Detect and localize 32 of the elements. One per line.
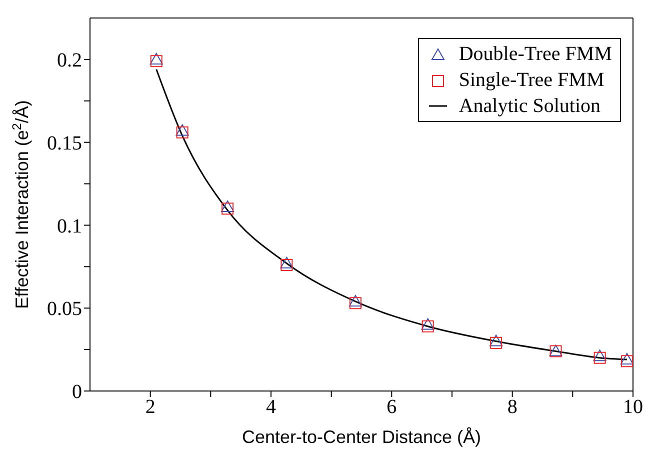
legend-label: Double-Tree FMM <box>458 42 612 67</box>
x-tick-label: 4 <box>266 396 276 418</box>
point <box>349 297 362 310</box>
y-tick-label: 0 <box>72 381 82 404</box>
x-axis-title: Center-to-Center Distance (Å) <box>242 427 482 447</box>
x-tick-label: 6 <box>386 396 397 418</box>
point <box>620 355 633 368</box>
point <box>222 202 234 215</box>
point <box>348 294 362 306</box>
point <box>280 259 293 272</box>
x-tick-label: 2 <box>145 396 156 418</box>
point <box>422 320 434 332</box>
y-tick-label: 0.05 <box>47 298 82 320</box>
legend-label: Single-Tree FMM <box>458 68 604 93</box>
y-tick-label: 0.2 <box>57 50 82 72</box>
point <box>593 350 606 362</box>
x-tick-label: 10 <box>623 396 643 418</box>
point <box>620 353 633 364</box>
point <box>176 124 189 136</box>
y-tick-label: 0.15 <box>47 132 82 154</box>
point <box>421 318 434 330</box>
point <box>150 55 162 68</box>
x-tick-label: 8 <box>507 396 518 418</box>
point <box>280 256 294 268</box>
point <box>150 52 163 64</box>
point <box>221 200 234 212</box>
legend-label: Analytic Solution <box>458 94 601 119</box>
point <box>176 126 188 138</box>
y-tick-label: 0.1 <box>57 215 82 238</box>
point <box>594 352 606 364</box>
point <box>490 336 502 349</box>
point <box>490 334 503 346</box>
